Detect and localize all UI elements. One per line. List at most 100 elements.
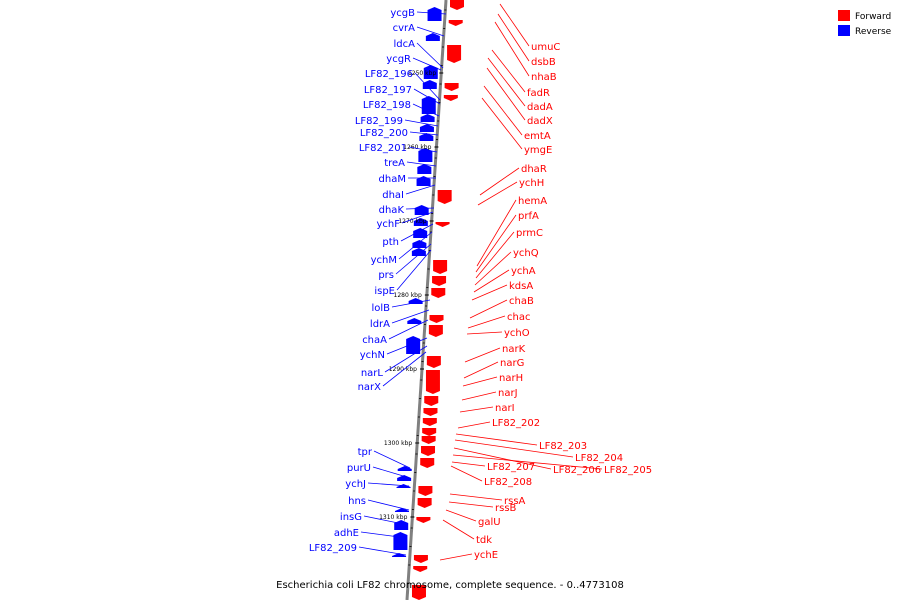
- gene-label-dhaM: dhaM: [379, 174, 406, 185]
- leader-line: [477, 181, 518, 206]
- gene-label-prs: prs: [378, 270, 394, 281]
- reverse-gene-block: [413, 228, 428, 238]
- leader-line: [475, 214, 517, 273]
- leader-line: [404, 119, 439, 127]
- gene-label-chaA: chaA: [362, 335, 387, 346]
- gene-label-ychE: ychE: [474, 550, 498, 561]
- gene-label-emtA: emtA: [524, 131, 551, 142]
- leader-line: [481, 97, 523, 150]
- leader-line: [409, 131, 439, 136]
- reverse-gene-block: [414, 205, 429, 215]
- leader-line: [486, 67, 526, 121]
- gene-label-LF82_203: LF82_203: [539, 441, 587, 452]
- leader-line: [439, 553, 473, 561]
- leader-line: [454, 439, 574, 458]
- leader-line: [382, 351, 427, 387]
- reverse-gene-block: [397, 475, 412, 481]
- leader-line: [452, 454, 603, 470]
- leader-line: [469, 299, 508, 319]
- leader-line: [373, 450, 411, 469]
- gene-label-LF82_207: LF82_207: [487, 462, 535, 473]
- forward-gene-block: [424, 396, 439, 406]
- gene-label-ispE: ispE: [374, 286, 395, 297]
- leader-line: [464, 347, 501, 363]
- leader-line: [483, 85, 523, 136]
- leader-line: [442, 519, 475, 540]
- leader-line: [445, 509, 477, 522]
- reverse-gene-block: [406, 336, 421, 354]
- forward-gene-block: [437, 190, 452, 204]
- gene-label-LF82_205: LF82_205: [604, 465, 652, 476]
- reverse-gene-block: [418, 148, 433, 162]
- forward-gene-block: [433, 260, 448, 274]
- leader-line: [412, 103, 440, 117]
- leader-line: [384, 345, 428, 373]
- gene-label-ychJ: ychJ: [345, 479, 366, 490]
- forward-gene-block: [423, 408, 438, 416]
- scale-tick-label: 1310 kbp: [379, 514, 407, 521]
- gene-label-treA: treA: [384, 158, 405, 169]
- leader-line: [416, 11, 447, 15]
- scale-tick-label: 1300 kbp: [384, 440, 412, 447]
- leader-line: [372, 466, 411, 479]
- gene-label-ldcA: ldcA: [394, 39, 416, 50]
- reverse-gene-block: [412, 240, 427, 248]
- reverse-gene-block: [417, 164, 432, 174]
- leader-line: [487, 57, 526, 107]
- reverse-gene-block: [420, 114, 435, 122]
- leader-line: [467, 315, 506, 329]
- gene-label-ychA: ychA: [511, 266, 536, 277]
- gene-label-prfA: prfA: [518, 211, 539, 222]
- gene-label-tpr: tpr: [358, 447, 373, 458]
- leader-line: [414, 72, 441, 101]
- leader-line: [363, 515, 409, 526]
- gene-label-ychO: ychO: [504, 328, 530, 339]
- gene-label-nhaB: nhaB: [531, 72, 557, 83]
- reverse-gene-block: [394, 508, 409, 512]
- leader-line: [475, 231, 515, 279]
- gene-label-cvrA: cvrA: [393, 23, 416, 34]
- scale-ticks: 1250 kbp 1260 kbp 1270 kbp 1280 kbp 1290 kbp…: [379, 9, 447, 584]
- gene-label-LF82_196: LF82_196: [365, 69, 413, 80]
- forward-gene-block: [444, 83, 459, 91]
- leader-line: [405, 184, 436, 195]
- gene-label-insG: insG: [340, 512, 362, 523]
- gene-label-ldrA: ldrA: [370, 319, 390, 330]
- gene-label-kdsA: kdsA: [509, 281, 533, 292]
- forward-gene-block: [413, 566, 428, 572]
- leader-line: [388, 319, 429, 340]
- reverse-gene-block: [419, 124, 434, 132]
- legend-label-reverse: Reverse: [855, 27, 892, 37]
- reverse-gene-block: [422, 80, 437, 89]
- gene-label-ychQ: ychQ: [513, 248, 539, 259]
- leader-line: [453, 447, 552, 470]
- leader-line: [455, 433, 538, 446]
- scale-tick-label: 1280 kbp: [394, 292, 422, 299]
- leader-line: [451, 461, 486, 467]
- leader-line: [416, 42, 444, 69]
- gene-label-LF82_197: LF82_197: [364, 85, 412, 96]
- gene-label-dadA: dadA: [527, 102, 553, 113]
- reverse-gene-block: [419, 133, 434, 141]
- forward-gene-block: [448, 20, 463, 26]
- gene-label-LF82_202: LF82_202: [492, 418, 540, 429]
- forward-gene-block: [421, 446, 436, 456]
- gene-label-chac: chac: [507, 312, 530, 323]
- forward-gene-block: [425, 370, 440, 394]
- forward-gene-block: [413, 555, 428, 563]
- gene-label-ycgB: ycgB: [390, 8, 415, 19]
- gene-label-narG: narG: [500, 358, 524, 369]
- forward-gene-block: [422, 428, 437, 436]
- leader-line: [406, 161, 437, 167]
- gene-label-LF82_199: LF82_199: [355, 116, 403, 127]
- leader-line: [408, 146, 438, 153]
- forward-gene-block: [411, 585, 426, 600]
- leader-line: [391, 299, 431, 308]
- gene-labels: ycgB cvrA ldcA ycgR LF82_196 LF82_197 LF82_198…: [309, 8, 652, 561]
- forward-gene-block: [417, 498, 432, 508]
- gene-blocks: [392, 0, 464, 600]
- leader-line: [491, 49, 526, 93]
- gene-label-hns: hns: [348, 496, 366, 507]
- gene-label-ychF: ychF: [376, 219, 400, 230]
